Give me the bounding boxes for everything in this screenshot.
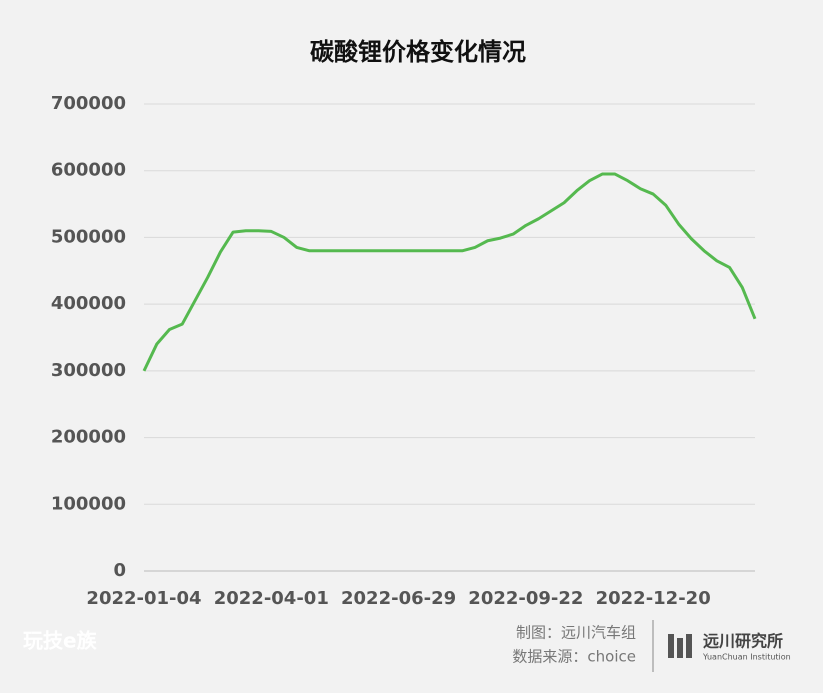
y-tick-label: 600000	[51, 160, 126, 181]
credit: 制图：远川汽车组	[516, 624, 636, 642]
y-tick-label: 500000	[51, 226, 126, 247]
logo: 远川研究所	[703, 632, 783, 651]
logo-sub: YuanChuan Institution	[702, 653, 791, 662]
source: 数据来源：choice	[512, 648, 636, 666]
y-tick-label: 400000	[51, 293, 126, 314]
x-tick-label: 2022-04-01	[214, 588, 329, 609]
line	[142, 172, 757, 372]
logo-mark	[668, 634, 692, 658]
y-tick-label: 300000	[51, 360, 126, 381]
x-tick-label: 2022-06-29	[341, 588, 456, 609]
x-tick-label: 2022-01-04	[86, 588, 201, 609]
y-tick-label: 0	[113, 560, 126, 581]
watermark: 玩技e族	[23, 629, 98, 653]
y-tick-label: 100000	[51, 493, 126, 514]
chart-title: 碳酸锂价格变化情况	[310, 38, 526, 66]
x-tick-label: 2022-09-22	[468, 588, 583, 609]
y-tick-label: 200000	[51, 427, 126, 448]
x-tick-label: 2022-12-20	[596, 588, 711, 609]
y-tick-label: 700000	[51, 93, 126, 114]
